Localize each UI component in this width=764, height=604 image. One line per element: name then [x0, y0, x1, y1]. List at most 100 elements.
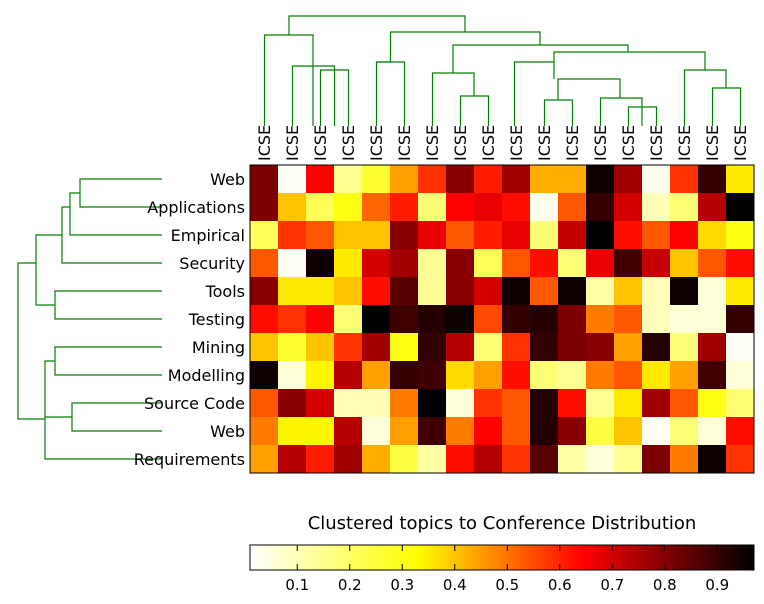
heatmap-cell: [278, 277, 307, 306]
heatmap-cell: [502, 333, 531, 362]
dendrogram-link: [683, 69, 727, 126]
heatmap-cell: [250, 277, 279, 306]
heatmap-cell: [390, 445, 419, 474]
heatmap-cells: [250, 165, 755, 474]
heatmap-cell: [670, 193, 699, 222]
heatmap-cell: [362, 361, 391, 390]
dendrogram-link: [69, 192, 162, 236]
heatmap-cell: [642, 221, 671, 250]
colorbar-tick-label: 0.9: [705, 576, 729, 594]
heatmap-cell: [530, 165, 559, 194]
heatmap-cell: [726, 165, 755, 194]
heatmap-cell: [642, 389, 671, 418]
heatmap-cell: [670, 165, 699, 194]
heatmap-cell: [334, 277, 363, 306]
heatmap-cell: [502, 445, 531, 474]
heatmap-cell: [670, 305, 699, 334]
colorbar-gradient: [249, 544, 755, 571]
row-label: Requirements: [134, 450, 245, 469]
dendrogram-link: [291, 65, 336, 126]
heatmap-cell: [362, 221, 391, 250]
heatmap-cell: [306, 445, 335, 474]
column-label: ICSE: [647, 125, 666, 161]
heatmap-cell: [474, 305, 503, 334]
row-label: Tools: [205, 282, 245, 301]
heatmap-cell: [698, 389, 727, 418]
heatmap-cell: [530, 221, 559, 250]
column-label: ICSE: [731, 125, 750, 161]
heatmap-cell: [362, 333, 391, 362]
heatmap-cell: [726, 389, 755, 418]
dendrogram-link: [627, 106, 658, 126]
heatmap-cell: [642, 249, 671, 278]
row-label: Security: [179, 254, 245, 273]
heatmap-cell: [530, 193, 559, 222]
heatmap-cell: [502, 305, 531, 334]
heatmap-cell: [698, 305, 727, 334]
heatmap-cell: [530, 389, 559, 418]
column-label: ICSE: [311, 125, 330, 161]
heatmap-cell: [334, 389, 363, 418]
row-label: Web: [210, 170, 245, 189]
heatmap-cell: [558, 165, 587, 194]
heatmap-cell: [530, 249, 559, 278]
heatmap-cell: [390, 361, 419, 390]
heatmap-cell: [698, 361, 727, 390]
heatmap-cell: [642, 193, 671, 222]
column-label: ICSE: [675, 125, 694, 161]
colorbar-tick-label: 0.5: [495, 576, 519, 594]
heatmap-cell: [698, 417, 727, 446]
heatmap-cell: [530, 333, 559, 362]
heatmap-cell: [362, 417, 391, 446]
column-label: ICSE: [367, 125, 386, 161]
heatmap-cell: [446, 249, 475, 278]
heatmap-cell: [614, 333, 643, 362]
heatmap-cell: [502, 193, 531, 222]
heatmap-cell: [390, 417, 419, 446]
heatmap-cell: [474, 221, 503, 250]
column-label: ICSE: [451, 125, 470, 161]
column-labels: ICSE ICSE ICSE ICSE ICSE ICSE ICSE ICSE ICSE ICSE…: [255, 125, 750, 161]
heatmap-cell: [250, 165, 279, 194]
heatmap-cell: [418, 277, 447, 306]
column-label: ICSE: [423, 125, 442, 161]
heatmap-cell: [446, 221, 475, 250]
heatmap-cell: [558, 389, 587, 418]
heatmap-cell: [726, 333, 755, 362]
heatmap-cell: [362, 389, 391, 418]
heatmap-cell: [418, 445, 447, 474]
heatmap-cell: [530, 277, 559, 306]
heatmap-cell: [670, 389, 699, 418]
column-label: ICSE: [339, 125, 358, 161]
heatmap-cell: [614, 445, 643, 474]
dendrogram-link: [375, 61, 406, 126]
heatmap-cell: [586, 221, 615, 250]
heatmap-cell: [474, 277, 503, 306]
heatmap-cell: [278, 221, 307, 250]
heatmap-cell: [586, 305, 615, 334]
heatmap-cell: [502, 221, 531, 250]
colorbar: 0.1 0.2 0.3 0.4 0.5 0.6 0.7 0.8 0.9: [249, 544, 755, 594]
heatmap-cell: [670, 417, 699, 446]
heatmap-cell: [418, 361, 447, 390]
heatmap-cell: [586, 445, 615, 474]
heatmap-cell: [446, 445, 475, 474]
dendrogram-link: [553, 51, 706, 70]
heatmap-cell: [390, 389, 419, 418]
dendrogram-link: [54, 346, 162, 376]
dendrogram-link: [557, 78, 621, 100]
row-labels: Web Applications Empirical Security Tools Tes…: [134, 170, 245, 469]
column-dendrogram: [263, 15, 742, 126]
heatmap-cell: [558, 221, 587, 250]
heatmap-cell: [502, 361, 531, 390]
heatmap-cell: [334, 249, 363, 278]
heatmap-cell: [614, 221, 643, 250]
column-label: ICSE: [591, 125, 610, 161]
heatmap-cell: [278, 249, 307, 278]
dendrogram-link: [263, 34, 314, 126]
heatmap-cell: [278, 417, 307, 446]
heatmap-cell: [418, 417, 447, 446]
heatmap-frame: [249, 164, 755, 474]
heatmap-cell: [418, 221, 447, 250]
